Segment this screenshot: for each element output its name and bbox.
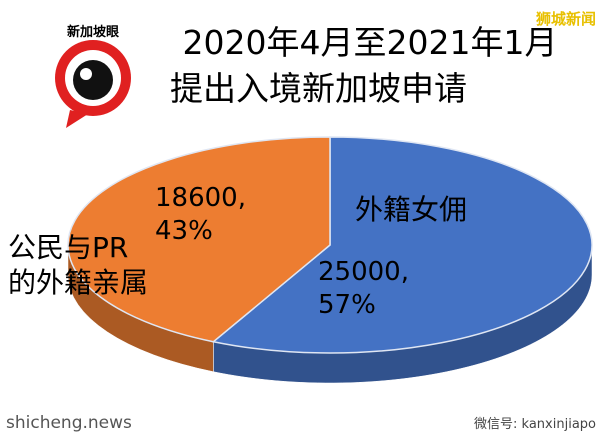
- watermark: 微信号: kanxinjiapo: [474, 417, 596, 432]
- category-label: 外籍女佣: [355, 193, 468, 226]
- chart-title: 2020年4月至2021年1月: [183, 23, 558, 62]
- logo-eye: [73, 60, 113, 100]
- watermark: shicheng.news: [6, 413, 132, 433]
- chart-title: 提出入境新加坡申请: [170, 69, 467, 108]
- logo-tail: [66, 110, 88, 128]
- slice: [67, 136, 331, 343]
- slice: [211, 136, 593, 354]
- data-label: 18600, 43%: [155, 183, 246, 246]
- logo: [55, 40, 131, 128]
- watermark: 狮城新闻: [535, 10, 596, 28]
- category-label: 公民与PR 的外籍亲属: [8, 231, 149, 299]
- logo-text: 新加坡眼: [67, 24, 120, 40]
- data-label: 25000, 57%: [318, 257, 409, 320]
- pie: [67, 136, 593, 384]
- logo-glint: [80, 68, 92, 80]
